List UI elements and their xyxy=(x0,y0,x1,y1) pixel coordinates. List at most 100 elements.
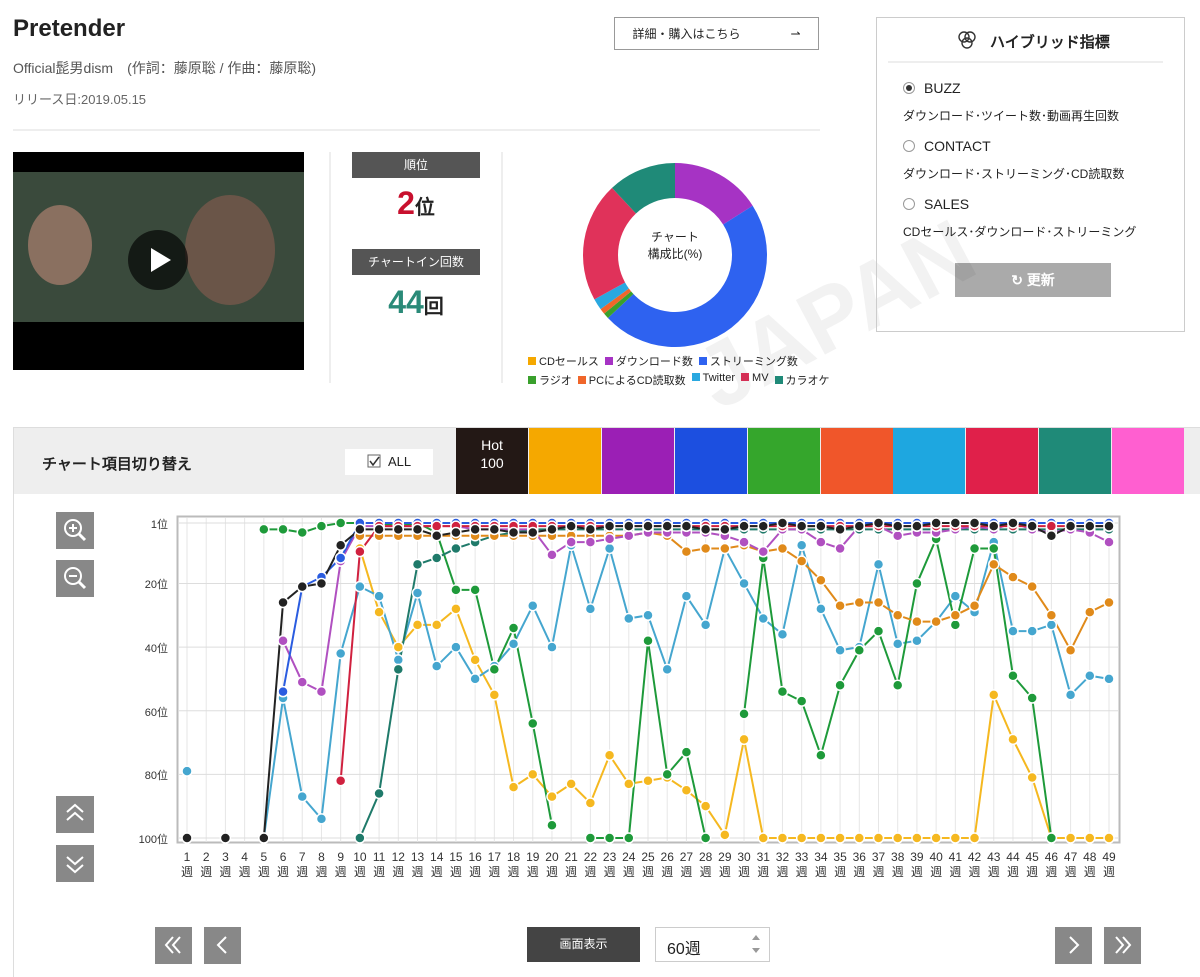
point xyxy=(1084,669,1096,682)
point xyxy=(853,832,866,844)
point xyxy=(1064,644,1077,657)
rank: 2位 xyxy=(352,185,480,222)
donut-segment xyxy=(582,187,636,300)
x-tick-label: 44週 xyxy=(1006,850,1020,879)
point xyxy=(1045,529,1058,542)
option-label[interactable]: BUZZ xyxy=(924,80,961,96)
x-tick-label: 1週 xyxy=(180,850,193,879)
line xyxy=(359,531,1110,653)
point xyxy=(1045,619,1058,631)
point xyxy=(1045,520,1058,532)
all-checkbox[interactable] xyxy=(345,449,433,475)
tab[interactable] xyxy=(528,428,601,494)
toolbar-title: チャート項目切り替え xyxy=(42,456,192,473)
detail-button[interactable]: 詳細・購入はこちら ⇀ xyxy=(614,17,819,50)
point xyxy=(815,832,827,844)
point xyxy=(1026,692,1038,704)
x-tick-label: 27週 xyxy=(679,850,694,879)
point xyxy=(623,778,635,790)
point xyxy=(546,790,558,803)
point xyxy=(546,641,558,653)
legend-swatch xyxy=(698,357,707,365)
x-tick-label: 49週 xyxy=(1102,850,1116,879)
legend: ラジオ PCによるCD読取数 Twitter MV カラオケ xyxy=(528,372,830,388)
point xyxy=(411,523,424,536)
x-tick-label: 48週 xyxy=(1083,850,1097,879)
point xyxy=(354,545,366,558)
x-tick-label: 7週 xyxy=(296,850,309,879)
point xyxy=(450,641,462,653)
point xyxy=(527,526,539,539)
update-button[interactable] xyxy=(955,263,1111,297)
prev-page[interactable] xyxy=(204,927,241,964)
point xyxy=(853,520,866,532)
week-select[interactable] xyxy=(655,927,770,962)
radio[interactable] xyxy=(903,82,915,94)
point xyxy=(584,603,597,615)
point xyxy=(1103,832,1115,844)
scroll-up[interactable] xyxy=(56,796,94,833)
display-label: 画面表示 xyxy=(559,937,608,951)
x-tick-label: 2週 xyxy=(200,850,213,879)
point xyxy=(334,647,347,660)
point xyxy=(1064,689,1077,701)
week-select-value[interactable]: 60週 xyxy=(667,941,701,958)
tab[interactable] xyxy=(747,428,820,494)
tab[interactable] xyxy=(674,428,747,494)
point xyxy=(757,832,769,844)
tab[interactable] xyxy=(966,428,1039,494)
select-arrow xyxy=(752,935,760,940)
scroll-down[interactable] xyxy=(56,845,94,882)
last-page[interactable] xyxy=(1104,927,1141,964)
point xyxy=(1064,832,1077,844)
tab[interactable] xyxy=(820,428,893,494)
point xyxy=(603,749,616,762)
point xyxy=(891,832,904,844)
point xyxy=(949,609,962,622)
release-date: リリース日:2019.05.15 xyxy=(13,92,147,107)
point xyxy=(527,599,539,612)
point xyxy=(603,832,616,844)
point xyxy=(258,523,270,536)
option-label[interactable]: SALES xyxy=(924,196,970,212)
legend-item: ダウンロード数 xyxy=(604,353,693,369)
video-face xyxy=(28,205,92,285)
point xyxy=(430,660,443,672)
radio[interactable] xyxy=(903,140,915,152)
x-tick-label: 4週 xyxy=(238,850,251,879)
tab[interactable] xyxy=(601,428,674,494)
point xyxy=(872,558,885,571)
legend-text: カラオケ xyxy=(785,375,830,387)
point xyxy=(699,619,712,631)
y-tick-label: 60位 xyxy=(144,706,168,719)
option-description: ダウンロード･ストリーミング･CD読取数 xyxy=(903,167,1125,181)
tab[interactable]: Hot 100 xyxy=(456,428,528,494)
point xyxy=(911,520,923,532)
point xyxy=(853,596,866,609)
legend-item: MV xyxy=(741,372,769,388)
radio[interactable] xyxy=(903,198,915,210)
point xyxy=(930,615,942,628)
zoom-in[interactable] xyxy=(56,512,94,549)
first-page[interactable] xyxy=(155,927,192,964)
tab[interactable] xyxy=(893,428,966,494)
point xyxy=(776,832,789,844)
x-tick-label: 41週 xyxy=(948,850,962,879)
point xyxy=(719,523,731,536)
tab[interactable] xyxy=(1112,428,1185,494)
next-page[interactable] xyxy=(1055,927,1092,964)
point xyxy=(815,749,827,762)
point xyxy=(603,533,616,545)
zoom-out[interactable] xyxy=(56,560,94,597)
point xyxy=(546,549,558,561)
donut-segment xyxy=(594,282,629,310)
option-label[interactable]: CONTACT xyxy=(924,138,991,154)
x-tick-label: 23週 xyxy=(602,850,617,879)
point xyxy=(776,685,789,698)
donut-segment xyxy=(607,205,768,348)
point xyxy=(277,685,289,698)
x-tick-label: 14週 xyxy=(430,850,444,879)
x-tick-label: 17週 xyxy=(487,850,501,879)
tab[interactable] xyxy=(1039,428,1112,494)
